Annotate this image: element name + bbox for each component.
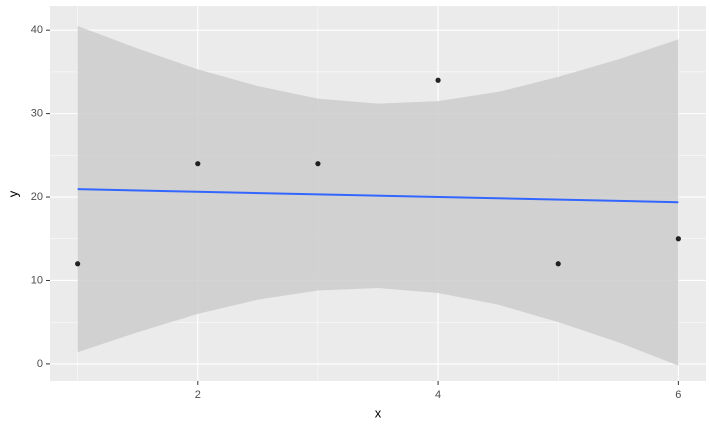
point <box>315 161 321 167</box>
y-tick-label: 40 <box>31 24 43 36</box>
x-tick-label: 6 <box>675 389 681 401</box>
fit-line <box>77 188 679 204</box>
point <box>435 77 441 83</box>
point <box>675 236 681 242</box>
x-axis-title: x <box>375 405 382 420</box>
point <box>75 261 81 267</box>
y-tick-label: 20 <box>31 191 43 203</box>
x-tick-label: 4 <box>435 389 441 401</box>
point <box>195 161 201 167</box>
y-tick-label: 10 <box>31 274 43 286</box>
point <box>555 261 561 267</box>
x-tick-label: 2 <box>195 389 201 401</box>
y-axis-title: y <box>5 190 20 197</box>
y-tick-label: 0 <box>37 358 43 370</box>
y-tick-label: 30 <box>31 108 43 120</box>
